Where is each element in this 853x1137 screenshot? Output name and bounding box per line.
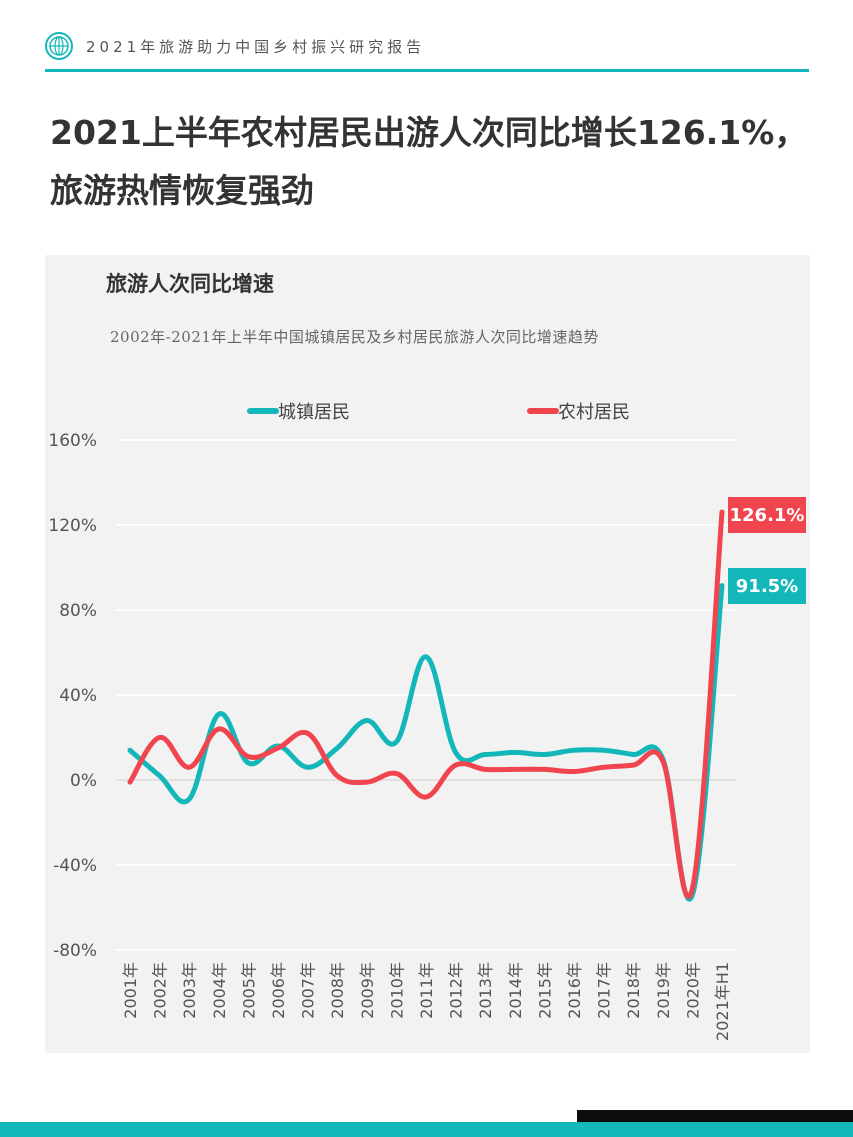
report-name: 2021年旅游助力中国乡村振兴研究报告 (86, 38, 426, 56)
y-axis-ticks: 160% 120% 80% 40% 0% -40% -80% (48, 431, 97, 961)
chart-gridlines (116, 439, 736, 951)
header-divider (45, 69, 809, 72)
y-tick-label: 120% (48, 516, 97, 536)
x-tick-label: 2019年 (654, 962, 673, 1019)
x-tick-label: 2021年H1 (713, 962, 732, 1041)
footer-accent-bar (577, 1110, 853, 1122)
x-tick-label: 2006年 (269, 962, 288, 1019)
chart-subtitle: 2002年-2021年上半年中国城镇居民及乡村居民旅游人次同比增速趋势 (110, 328, 599, 346)
chart-panel (45, 255, 810, 1053)
y-tick-label: 0% (70, 771, 97, 791)
x-tick-label: 2009年 (358, 962, 377, 1019)
x-tick-label: 2007年 (299, 962, 318, 1019)
x-tick-label: 2012年 (447, 962, 466, 1019)
x-tick-label: 2011年 (417, 962, 436, 1019)
x-tick-label: 2001年 (121, 962, 140, 1019)
end-label-box (728, 497, 806, 533)
x-tick-label: 2003年 (180, 962, 199, 1019)
chart-title: 旅游人次同比增速 (106, 272, 274, 296)
x-tick-label: 2002年 (151, 962, 170, 1019)
legend-label: 城镇居民 (278, 402, 350, 423)
end-labels: 126.1% 91.5% (728, 497, 806, 604)
x-tick-label: 2005年 (239, 962, 258, 1019)
y-tick-label: 40% (59, 686, 97, 706)
x-tick-label: 2004年 (210, 962, 229, 1019)
x-tick-label: 2010年 (387, 962, 406, 1019)
x-tick-label: 2008年 (328, 962, 347, 1019)
end-label: 126.1% (730, 505, 805, 526)
y-tick-label: 160% (48, 431, 97, 451)
x-axis-ticks: 2001年 2002年 2003年 2004年 2005年 2006年 2007年 2008年… (121, 962, 732, 1041)
chart-series (127, 509, 725, 902)
chart-legend: 城镇居民 农村居民 (247, 402, 630, 423)
globe-seal-icon (45, 32, 73, 60)
end-label-box (728, 568, 806, 604)
report-header: 2021年旅游助力中国乡村振兴研究报告 (0, 0, 853, 75)
legend-label: 农村居民 (558, 402, 630, 423)
x-tick-label: 2017年 (595, 962, 614, 1019)
series-line-urban (127, 583, 725, 902)
footer-bar (0, 1122, 853, 1137)
x-tick-label: 2014年 (506, 962, 525, 1019)
series-line-rural (127, 509, 725, 900)
y-tick-label: -80% (53, 941, 97, 961)
y-tick-label: 80% (59, 601, 97, 621)
headline-line-2: 旅游热情恢复强劲 (50, 171, 314, 210)
x-tick-label: 2016年 (565, 962, 584, 1019)
page-headline: 2021上半年农村居民出游人次同比增长126.1%， 旅游热情恢复强劲 (50, 104, 830, 220)
y-tick-label: -40% (53, 856, 97, 876)
x-tick-label: 2015年 (535, 962, 554, 1019)
headline-line-1: 2021上半年农村居民出游人次同比增长126.1%， (50, 113, 808, 152)
x-tick-label: 2013年 (476, 962, 495, 1019)
end-label: 91.5% (736, 576, 798, 597)
x-tick-label: 2020年 (683, 962, 702, 1019)
x-tick-label: 2018年 (624, 962, 643, 1019)
